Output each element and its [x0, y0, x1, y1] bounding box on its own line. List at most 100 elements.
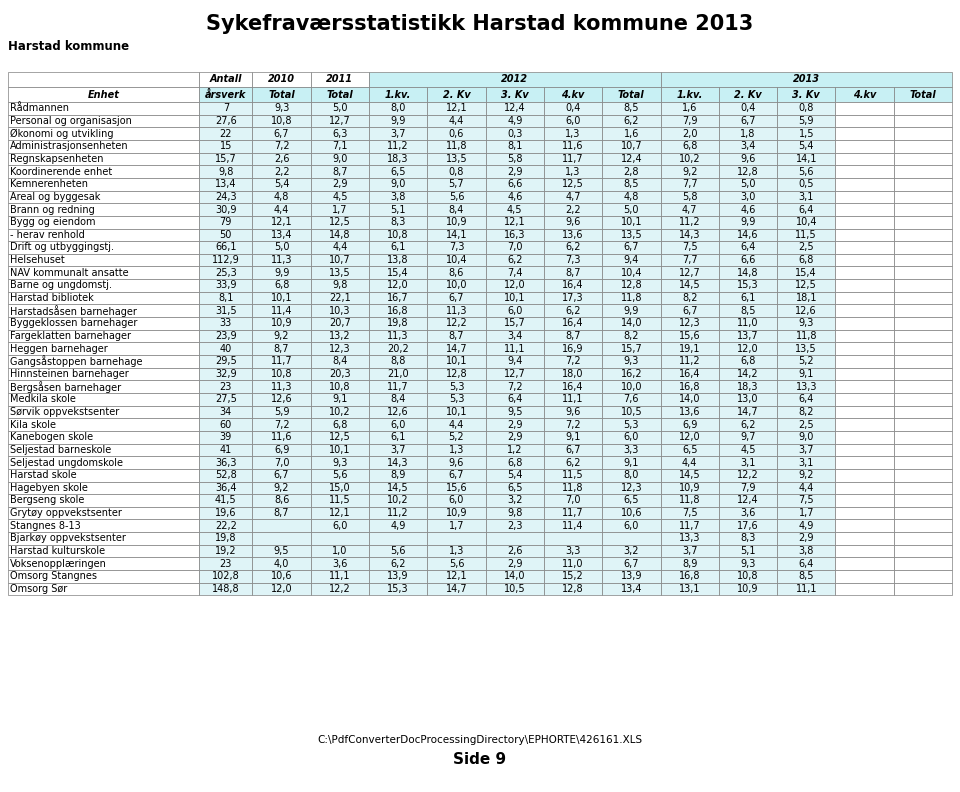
Text: 5,0: 5,0 — [624, 204, 639, 215]
Text: 14,0: 14,0 — [620, 318, 642, 329]
Text: 9,4: 9,4 — [624, 255, 639, 265]
Bar — [252, 266, 311, 279]
Text: 6,4: 6,4 — [799, 394, 814, 404]
Bar — [252, 153, 311, 166]
Bar — [427, 191, 486, 204]
Text: 9,2: 9,2 — [799, 470, 814, 480]
Bar — [252, 140, 311, 153]
Text: 6,8: 6,8 — [682, 141, 697, 151]
Text: 66,1: 66,1 — [215, 242, 236, 253]
Bar — [777, 87, 835, 102]
Text: 6,0: 6,0 — [624, 521, 639, 531]
Bar — [894, 178, 952, 191]
Text: Bergseng skole: Bergseng skole — [10, 496, 84, 505]
Text: 11,5: 11,5 — [563, 470, 584, 480]
Bar — [311, 304, 369, 317]
Text: 11,6: 11,6 — [563, 141, 584, 151]
Bar — [252, 355, 311, 367]
Text: 12,0: 12,0 — [271, 584, 293, 594]
Text: 16,8: 16,8 — [679, 571, 701, 581]
Text: 2,9: 2,9 — [507, 166, 522, 177]
Text: 13,8: 13,8 — [388, 255, 409, 265]
Text: 102,8: 102,8 — [212, 571, 240, 581]
Bar — [486, 418, 544, 431]
Text: 6,9: 6,9 — [274, 445, 289, 455]
Text: 15,6: 15,6 — [679, 331, 701, 341]
Text: 5,4: 5,4 — [274, 179, 289, 189]
Text: 27,5: 27,5 — [215, 394, 237, 404]
Bar — [835, 558, 894, 570]
Text: 19,1: 19,1 — [679, 344, 701, 354]
Text: 9,2: 9,2 — [274, 331, 289, 341]
Bar — [427, 393, 486, 406]
Text: 10,0: 10,0 — [445, 280, 468, 291]
Text: 5,8: 5,8 — [682, 192, 697, 202]
Text: 12,8: 12,8 — [737, 166, 758, 177]
Bar — [602, 469, 660, 482]
Text: 8,5: 8,5 — [799, 571, 814, 581]
Text: 1,3: 1,3 — [448, 445, 465, 455]
Bar — [369, 469, 427, 482]
Text: 2010: 2010 — [268, 74, 295, 85]
Bar — [719, 216, 777, 229]
Bar — [486, 253, 544, 266]
Text: 3. Kv: 3. Kv — [792, 89, 820, 100]
Text: 52,8: 52,8 — [215, 470, 237, 480]
Bar — [427, 102, 486, 115]
Bar — [369, 140, 427, 153]
Text: C:\PdfConverterDocProcessingDirectory\EPHORTE\426161.XLS: C:\PdfConverterDocProcessingDirectory\EP… — [318, 735, 642, 745]
Bar — [544, 482, 602, 494]
Bar — [602, 482, 660, 494]
Text: 1.kv.: 1.kv. — [677, 89, 703, 100]
Text: 10,8: 10,8 — [271, 369, 293, 379]
Bar — [602, 253, 660, 266]
Text: 10,6: 10,6 — [620, 508, 642, 518]
Bar — [369, 583, 427, 596]
Bar — [252, 469, 311, 482]
Text: 3,0: 3,0 — [740, 192, 756, 202]
Bar — [8, 583, 200, 596]
Text: 12,3: 12,3 — [329, 344, 350, 354]
Bar — [660, 153, 719, 166]
Bar — [660, 178, 719, 191]
Bar — [777, 507, 835, 520]
Bar — [486, 304, 544, 317]
Bar — [660, 393, 719, 406]
Bar — [427, 418, 486, 431]
Bar — [719, 102, 777, 115]
Text: 12,1: 12,1 — [504, 217, 525, 227]
Bar — [894, 87, 952, 102]
Text: 11,5: 11,5 — [329, 496, 350, 505]
Bar — [427, 431, 486, 444]
Text: 10,1: 10,1 — [445, 407, 468, 417]
Bar — [544, 317, 602, 329]
Text: 6,7: 6,7 — [448, 470, 465, 480]
Text: Bjarkøy oppvekstsenter: Bjarkøy oppvekstsenter — [10, 534, 126, 543]
Text: 14,7: 14,7 — [445, 584, 468, 594]
Bar — [486, 456, 544, 469]
Bar — [8, 367, 200, 380]
Bar — [835, 279, 894, 291]
Text: 9,1: 9,1 — [565, 432, 581, 442]
Text: 4,4: 4,4 — [448, 116, 465, 126]
Text: 13,3: 13,3 — [796, 382, 817, 391]
Bar — [369, 545, 427, 558]
Text: 11,2: 11,2 — [679, 356, 701, 367]
Text: 11,7: 11,7 — [563, 508, 584, 518]
Text: 4,5: 4,5 — [332, 192, 348, 202]
Bar — [719, 545, 777, 558]
Bar — [894, 204, 952, 216]
Bar — [835, 102, 894, 115]
Bar — [719, 266, 777, 279]
Bar — [777, 115, 835, 128]
Bar — [660, 291, 719, 304]
Bar — [894, 304, 952, 317]
Text: Grytøy oppvekstsenter: Grytøy oppvekstsenter — [10, 508, 122, 518]
Bar — [894, 507, 952, 520]
Text: 6,4: 6,4 — [740, 242, 756, 253]
Bar — [544, 216, 602, 229]
Bar — [544, 367, 602, 380]
Bar — [8, 140, 200, 153]
Bar — [8, 329, 200, 342]
Bar — [602, 342, 660, 355]
